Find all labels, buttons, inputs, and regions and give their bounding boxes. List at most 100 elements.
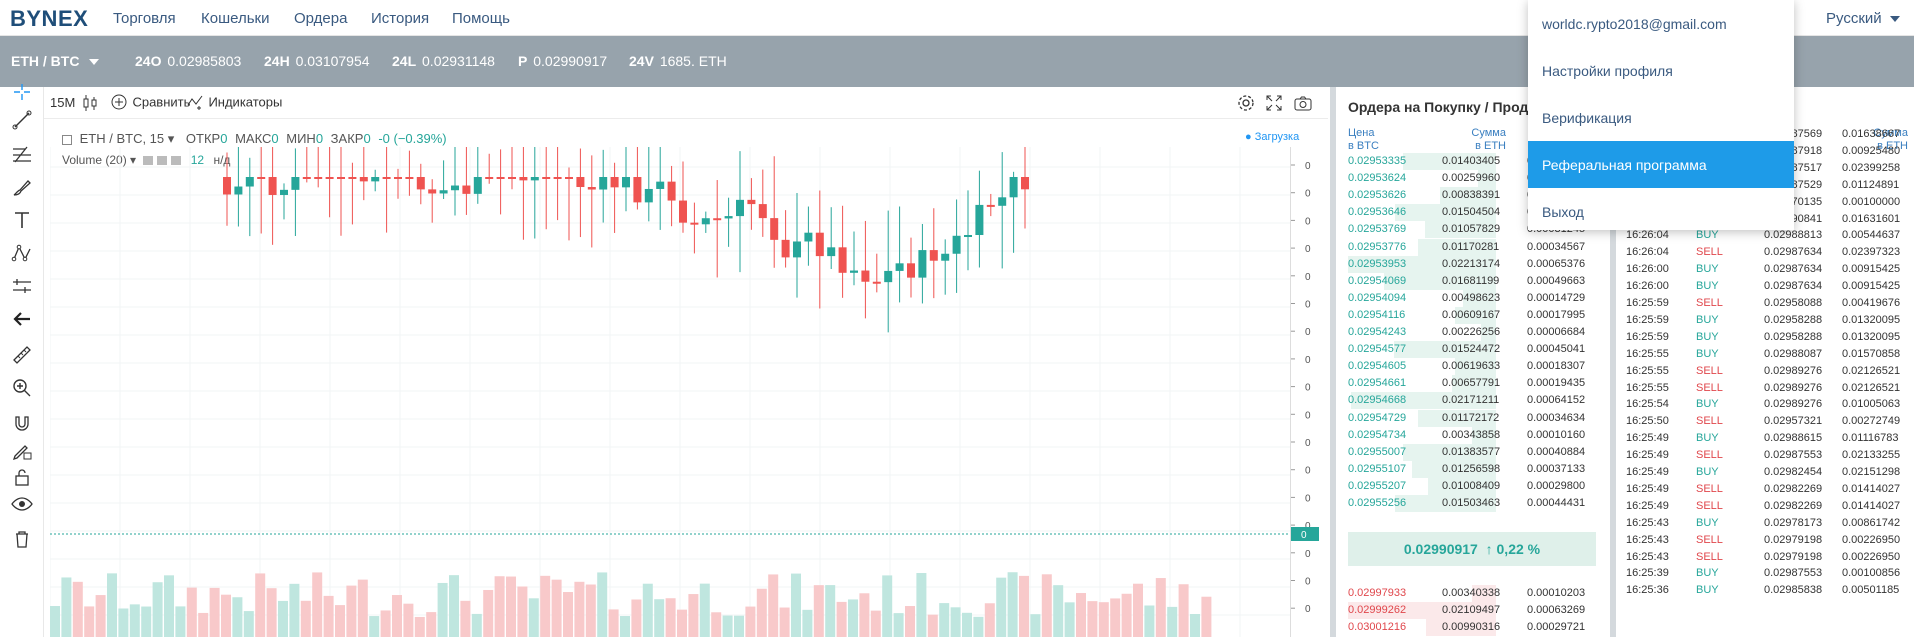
- bid-row[interactable]: 0.02955207 0.01008409 0.00029800: [1336, 477, 1610, 495]
- lock-draw-icon[interactable]: [10, 439, 34, 463]
- back-arrow-icon[interactable]: [10, 307, 34, 331]
- lock-icon[interactable]: [10, 465, 34, 489]
- trade-time: 16:25:43: [1626, 550, 1669, 563]
- trend-line-icon[interactable]: [10, 108, 34, 132]
- bid-row[interactable]: 0.02953953 0.02213174 0.00065376: [1336, 255, 1610, 273]
- candlestick-chart[interactable]: [50, 147, 1290, 637]
- volume-bar: [1121, 593, 1132, 637]
- text-icon[interactable]: [10, 208, 34, 232]
- menu-item-referral[interactable]: Реферальная программа: [1528, 141, 1794, 188]
- bid-row[interactable]: 0.02954243 0.00226256 0.00006684: [1336, 324, 1610, 341]
- brush-icon[interactable]: [10, 175, 34, 199]
- ask-row[interactable]: 0.02997933 0.00340338 0.00010203: [1336, 585, 1610, 602]
- fullscreen-icon[interactable]: [1265, 94, 1283, 112]
- indicators-button[interactable]: Индикаторы: [186, 93, 282, 111]
- bid-row[interactable]: 0.02954605 0.00619633 0.00018307: [1336, 358, 1610, 376]
- bid-row[interactable]: 0.02954668 0.02171211 0.00064152: [1336, 392, 1610, 410]
- trade-amount: 0.01124891: [1842, 178, 1900, 191]
- interval-button[interactable]: 15M: [50, 95, 76, 110]
- magnet-icon[interactable]: [10, 412, 34, 436]
- bid-row[interactable]: 0.02954577 0.01524472 0.00045041: [1336, 341, 1610, 359]
- trash-icon[interactable]: [10, 527, 34, 551]
- compare-button[interactable]: Сравнить: [110, 93, 190, 111]
- ask-depth-bar: [1426, 619, 1496, 636]
- volume-bar: [221, 594, 231, 637]
- volume-label[interactable]: Volume (20): [62, 153, 127, 167]
- axis-tick: 0: [1305, 493, 1311, 504]
- trade-price: 0.02982269: [1764, 482, 1823, 495]
- volume-bar: [289, 583, 300, 637]
- bid-row[interactable]: 0.02954069 0.01681199 0.00049663: [1336, 272, 1610, 290]
- eye-icon[interactable]: [10, 492, 34, 516]
- bid-row[interactable]: 0.02953776 0.01170281 0.00034567: [1336, 238, 1610, 256]
- axis-tick: 0: [1305, 272, 1311, 283]
- bid-price: 0.02955256: [1348, 497, 1407, 509]
- menu-item-logout[interactable]: Выход: [1542, 204, 1584, 220]
- volume-bar: [164, 575, 174, 637]
- legend-collapse-icon[interactable]: [62, 134, 72, 145]
- bid-row[interactable]: 0.02955007 0.01383577 0.00040884: [1336, 443, 1610, 461]
- candle-body: [382, 177, 391, 179]
- measure-icon[interactable]: [10, 274, 34, 298]
- fib-icon[interactable]: [10, 142, 34, 166]
- menu-item-email[interactable]: worldc.rypto2018@gmail.com: [1542, 16, 1727, 32]
- bid-row[interactable]: 0.02954729 0.01172172 0.00034634: [1336, 409, 1610, 427]
- volume-bar: [72, 581, 83, 637]
- bid-row[interactable]: 0.02954094 0.00498623 0.00014729: [1336, 289, 1610, 307]
- bid-row[interactable]: 0.02954661 0.00657791 0.00019435: [1336, 375, 1610, 393]
- bid-depth-bar: [1417, 409, 1496, 427]
- candle-body: [599, 177, 608, 190]
- volume-bar: [631, 599, 642, 637]
- camera-icon[interactable]: [1293, 94, 1313, 112]
- candle-body: [941, 253, 950, 261]
- trade-amount: 0.01116783: [1842, 432, 1899, 445]
- bid-row[interactable]: 0.02954734 0.00343858 0.00010160: [1336, 426, 1610, 444]
- language-selector[interactable]: Русский: [1826, 10, 1900, 27]
- ask-row[interactable]: 0.03001216 0.00990316 0.00029721: [1336, 619, 1610, 636]
- trade-row: 16:25:43 SELL 0.02979198 0.00226950: [1616, 549, 1914, 566]
- zoom-icon[interactable]: [10, 376, 34, 400]
- trade-side: SELL: [1696, 550, 1723, 563]
- candles-icon[interactable]: [82, 94, 98, 112]
- stat-volume: 24V 1685. ETH: [629, 53, 727, 69]
- last-price: 0.02990917: [1403, 541, 1478, 557]
- candle-body: [667, 181, 676, 201]
- trade-amount: 0.00419676: [1842, 297, 1901, 309]
- candle-body: [359, 177, 368, 182]
- legend-symbol[interactable]: ETH / BTC, 15: [79, 131, 165, 146]
- ask-row[interactable]: 0.02999262 0.02109497 0.00063269: [1336, 602, 1610, 619]
- ruler-icon[interactable]: [10, 343, 34, 367]
- menu-item-profile-settings[interactable]: Настройки профиля: [1542, 63, 1673, 79]
- nav-history[interactable]: История: [371, 10, 430, 27]
- bid-row[interactable]: 0.02954116 0.00609167 0.00017995: [1336, 306, 1610, 324]
- volume-bar: [209, 587, 220, 637]
- pair-selector[interactable]: ETH / BTC: [11, 53, 100, 69]
- trade-side: BUY: [1696, 516, 1719, 529]
- crosshair-icon[interactable]: [10, 80, 34, 104]
- nav-orders[interactable]: Ордера: [294, 10, 348, 27]
- trade-side: SELL: [1696, 246, 1723, 259]
- volume-settings-icons[interactable]: [143, 156, 184, 166]
- candle-body: [291, 177, 300, 190]
- candle-body: [394, 177, 402, 179]
- bid-row[interactable]: 0.02955256 0.01503463 0.00044431: [1336, 495, 1610, 512]
- nav-wallets[interactable]: Кошельки: [201, 10, 270, 27]
- legend-open-value: 0: [220, 131, 228, 146]
- volume-bar: [300, 600, 311, 637]
- pattern-icon[interactable]: [10, 241, 34, 265]
- bid-row[interactable]: 0.02955107 0.01256598 0.00037133: [1336, 460, 1610, 478]
- logo[interactable]: BYNEX: [10, 6, 89, 31]
- menu-item-verification[interactable]: Верификация: [1542, 110, 1632, 126]
- nav-help[interactable]: Помощь: [452, 10, 510, 27]
- volume-bar: [1133, 583, 1143, 637]
- trade-price: 0.02982454: [1764, 466, 1823, 478]
- ob-col-price-unit: в BTC: [1348, 140, 1379, 152]
- bid-price: 0.02954116: [1348, 308, 1406, 321]
- settings-icon[interactable]: [1237, 94, 1255, 112]
- drawing-toolbar: [0, 84, 44, 637]
- nav-trading[interactable]: Торговля: [113, 10, 176, 27]
- volume-bar: [950, 607, 961, 637]
- trade-price: 0.02979198: [1764, 533, 1823, 546]
